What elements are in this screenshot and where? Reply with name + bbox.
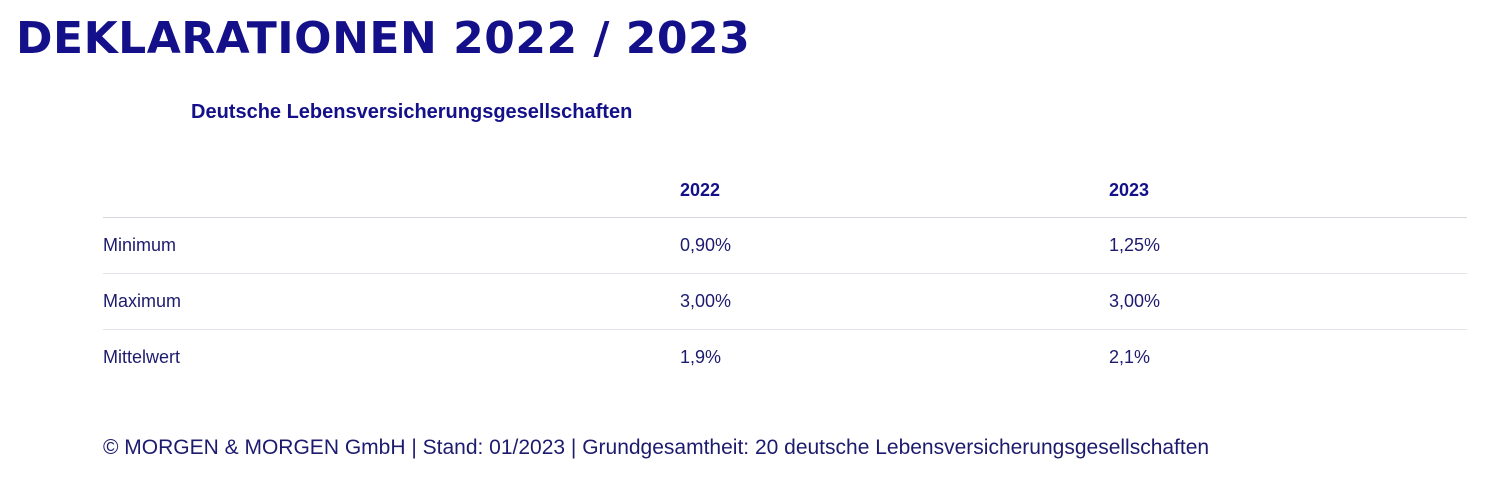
cell-2022: 1,9% [680,347,722,367]
cell-2023: 1,25% [1109,235,1161,255]
table-row: Minimum 0,90% 1,25% [103,218,1467,274]
declarations-table: 2022 2023 Minimum 0,90% 1,25% Maximum 3,… [103,163,1467,385]
table-header-row: 2022 2023 [103,163,1467,218]
page-title: Deklarationen 2022 / 2023 [16,13,751,64]
source-footer: © MORGEN & MORGEN GmbH | Stand: 01/2023 … [103,436,1210,459]
table-row: Maximum 3,00% 3,00% [103,274,1467,330]
header-cell-2022: 2022 [680,163,1109,218]
cell-2023: 3,00% [1109,291,1161,311]
table-header: 2022 2023 [103,163,1467,218]
row-label: Maximum [103,291,182,311]
table-row: Mittelwert 1,9% 2,1% [103,330,1467,386]
cell-2022: 0,90% [680,235,732,255]
header-cell-label [103,163,680,218]
row-label: Mittelwert [103,347,181,367]
cell-2022: 3,00% [680,291,732,311]
row-label: Minimum [103,235,177,255]
header-cell-2023: 2023 [1109,163,1467,218]
table-body: Minimum 0,90% 1,25% Maximum 3,00% 3,00% … [103,218,1467,386]
cell-2023: 2,1% [1109,347,1151,367]
table-subtitle: Deutsche Lebensversicherungsgesellschaft… [191,101,633,123]
